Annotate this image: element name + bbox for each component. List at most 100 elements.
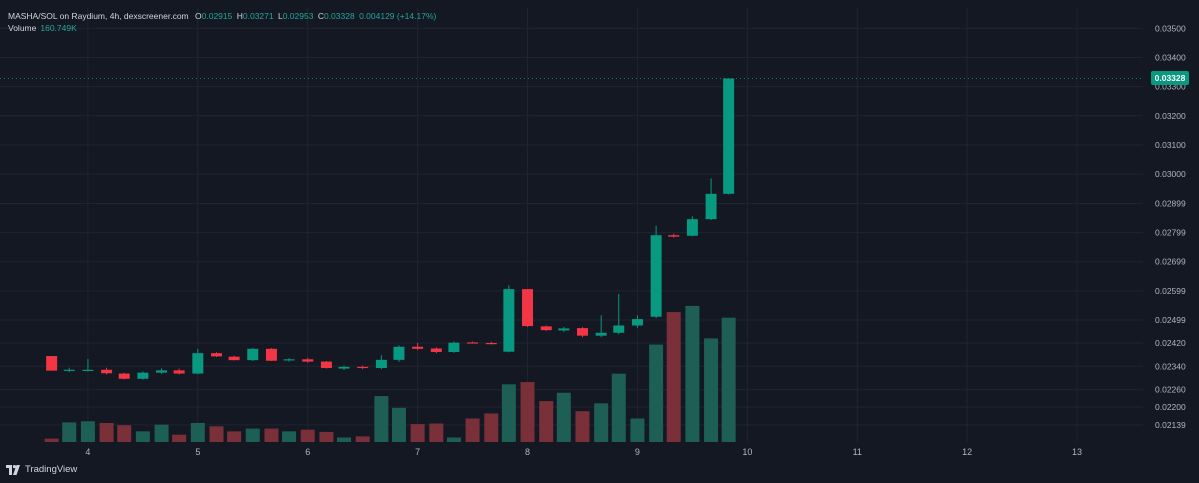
close-value: 0.03328: [323, 11, 355, 21]
volume-bar: [594, 403, 609, 442]
price-tick-label: 0.02340: [1155, 361, 1186, 371]
candle-body: [686, 219, 698, 236]
candle-body: [338, 366, 350, 369]
candle-body: [576, 328, 588, 336]
candle-body: [192, 353, 204, 374]
candle-body: [631, 319, 643, 326]
candle-body: [503, 289, 515, 352]
volume-bar: [611, 373, 626, 442]
volume-bar: [649, 344, 664, 442]
price-tick-label: 0.02139: [1155, 420, 1186, 430]
time-tick-label: 9: [635, 447, 640, 457]
brand-name: TradingView: [25, 464, 78, 475]
volume-bar: [300, 429, 315, 442]
volume-bar: [44, 438, 59, 442]
volume-bar: [721, 317, 736, 442]
candle-body: [247, 348, 259, 361]
candle-body: [393, 346, 405, 360]
price-tick-label: 0.03200: [1155, 111, 1186, 121]
candle-body: [118, 373, 130, 379]
candle-body: [668, 235, 680, 237]
chart-legend: MASHA/SOL on Raydium, 4h, dexscreener.co…: [8, 10, 436, 34]
tradingview-brand[interactable]: TradingView: [6, 464, 77, 475]
candle-body: [448, 342, 460, 352]
price-tick-label: 0.02260: [1155, 385, 1186, 395]
candle-body: [705, 193, 717, 220]
volume-bar: [62, 422, 77, 442]
volume-bar: [374, 396, 389, 442]
tradingview-logo-icon: [6, 464, 20, 475]
time-tick-label: 6: [305, 447, 310, 457]
volume-bar: [704, 338, 719, 442]
candle-body: [283, 359, 295, 361]
volume-bar: [80, 421, 95, 442]
volume-bar: [282, 431, 297, 442]
low-value: 0.02953: [282, 11, 314, 21]
candle-body: [137, 372, 149, 379]
candle-body: [265, 348, 277, 361]
volume-bar: [539, 401, 554, 442]
low-label: L: [277, 11, 283, 21]
candle-body: [430, 348, 442, 352]
volume-bar: [685, 305, 700, 442]
volume-bar: [117, 425, 132, 442]
volume-bar: [484, 413, 499, 442]
volume-bar: [336, 437, 351, 442]
candle-body: [46, 356, 58, 371]
time-tick-label: 10: [742, 447, 752, 457]
candle-body: [101, 369, 113, 374]
change-value: 0.004129 (+14.17%): [359, 11, 437, 21]
candle-body: [558, 328, 570, 331]
volume-bar: [501, 384, 516, 442]
time-tick-label: 8: [525, 447, 530, 457]
grid: [0, 8, 1143, 442]
candle-body: [540, 326, 552, 331]
volume-bar: [446, 437, 461, 442]
volume-bar: [666, 312, 681, 442]
price-tick-label: 0.03400: [1155, 53, 1186, 63]
volume-bars: [44, 305, 736, 442]
candle-body: [723, 78, 735, 194]
price-tick-label: 0.03100: [1155, 140, 1186, 150]
volume-label[interactable]: Volume: [8, 23, 37, 33]
volume-bar: [245, 428, 260, 442]
price-axis[interactable]: 0.03500 0.03400 0.03300 0.03200 0.03100 0.030…: [1155, 23, 1186, 429]
volume-value: 160.749K: [40, 23, 77, 33]
price-tick-label: 0.02699: [1155, 257, 1186, 267]
candle-body: [82, 369, 94, 371]
time-axis[interactable]: 4 5 6 7 8 9 10 11 12 13: [85, 447, 1082, 457]
volume-bar: [429, 423, 444, 442]
time-tick-label: 7: [415, 447, 420, 457]
candle-body: [320, 361, 332, 369]
last-price-badge: 0.03328: [1151, 71, 1189, 86]
candle-body: [173, 370, 185, 374]
volume-bar: [135, 431, 150, 442]
symbol-title[interactable]: MASHA/SOL on Raydium, 4h, dexscreener.co…: [8, 11, 189, 21]
time-tick-label: 13: [1072, 447, 1082, 457]
volume-bar: [227, 431, 242, 442]
volume-bar: [172, 434, 187, 442]
price-tick-label: 0.02599: [1155, 286, 1186, 296]
high-value: 0.03271: [242, 11, 274, 21]
candle-body: [63, 369, 75, 371]
candle-body: [412, 346, 424, 349]
time-tick-label: 11: [853, 447, 862, 457]
time-tick-label: 5: [195, 447, 200, 457]
price-tick-label: 0.02899: [1155, 198, 1186, 208]
candle-body: [650, 235, 662, 317]
price-tick-label: 0.02499: [1155, 315, 1186, 325]
volume-bar: [391, 407, 406, 442]
close-label: C: [317, 11, 324, 21]
volume-bar: [99, 422, 114, 442]
volume-bar: [264, 428, 279, 442]
candle-body: [522, 289, 534, 327]
candle-body: [211, 353, 223, 357]
candle-body: [228, 356, 240, 361]
candle-body: [357, 366, 369, 369]
high-label: H: [236, 11, 243, 21]
volume-bar: [190, 422, 205, 442]
volume-bar: [556, 392, 571, 442]
price-tick-label: 0.03500: [1155, 23, 1186, 33]
